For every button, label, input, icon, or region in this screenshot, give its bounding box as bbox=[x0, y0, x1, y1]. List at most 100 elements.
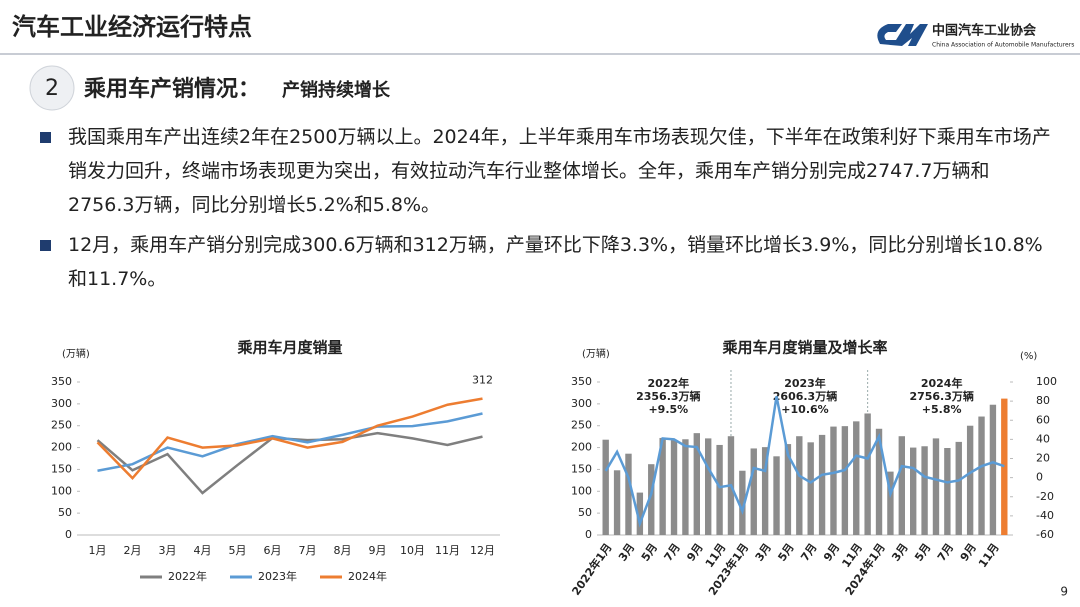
y2-unit: (%) bbox=[1020, 351, 1037, 362]
x-tick-label: 6月 bbox=[264, 544, 282, 557]
x-tick-label: 11月 bbox=[435, 544, 460, 557]
bar bbox=[818, 434, 826, 535]
bar bbox=[613, 470, 621, 535]
y-tick-label: 250 bbox=[571, 419, 592, 432]
x-tick-label: 11月 bbox=[976, 541, 1002, 570]
bar bbox=[796, 436, 803, 535]
bar bbox=[841, 426, 849, 535]
bar bbox=[875, 428, 883, 535]
legend-label: 2022年 bbox=[168, 569, 207, 583]
y2-tick-label: -60 bbox=[1036, 528, 1054, 541]
bar bbox=[887, 471, 894, 535]
y-unit: (万辆) bbox=[62, 347, 90, 360]
bar bbox=[761, 447, 769, 535]
bar bbox=[966, 425, 974, 535]
page-number: 9 bbox=[1060, 585, 1068, 599]
y-tick-label: 150 bbox=[51, 462, 72, 475]
bar bbox=[705, 438, 712, 535]
bar bbox=[830, 426, 837, 535]
y2-tick-label: -40 bbox=[1036, 509, 1054, 522]
x-tick-label: 2022年1月 bbox=[569, 540, 615, 597]
y2-tick-label: 0 bbox=[1036, 471, 1043, 484]
logo-mark bbox=[877, 24, 928, 46]
x-tick-label: 9月 bbox=[821, 541, 842, 564]
y-tick-label: 250 bbox=[51, 419, 72, 432]
series-line bbox=[96, 397, 483, 481]
chart-title: 乘用车月度销量 bbox=[236, 339, 342, 357]
bullet-text: 12月，乘用车产销分别完成300.6万辆和312万辆，产量环比下降3.3%，销量… bbox=[40, 228, 1053, 296]
y2-tick-label: 100 bbox=[1036, 375, 1057, 388]
x-tick-label: 4月 bbox=[194, 544, 212, 557]
page-title: 汽车工业经济运行特点 bbox=[12, 13, 252, 41]
y-tick-label: 300 bbox=[51, 397, 72, 410]
bullet-text: 我国乘用车产出连续2年在2500万辆以上。2024年，上半年乘用车市场表现欠佳，… bbox=[40, 120, 1053, 222]
annotation: 2024年 bbox=[921, 376, 963, 390]
y2-tick-label: 40 bbox=[1036, 432, 1050, 445]
x-tick-label: 7月 bbox=[299, 544, 317, 557]
y-tick-label: 150 bbox=[571, 462, 592, 475]
x-tick-label: 12月 bbox=[470, 544, 495, 557]
bar bbox=[693, 433, 700, 535]
x-tick-label: 7月 bbox=[798, 541, 819, 564]
bar bbox=[910, 447, 917, 535]
bar bbox=[944, 448, 951, 535]
x-tick-label: 7月 bbox=[662, 541, 683, 564]
y2-tick-label: 60 bbox=[1036, 413, 1050, 426]
bar bbox=[670, 440, 678, 535]
bar bbox=[932, 438, 940, 535]
x-tick-label: 7月 bbox=[935, 541, 956, 564]
y-tick-label: 50 bbox=[578, 506, 592, 519]
annotation: 2756.3万辆 bbox=[909, 389, 973, 403]
y-tick-label: 100 bbox=[51, 484, 72, 497]
bar bbox=[682, 439, 689, 535]
x-tick-label: 10月 bbox=[400, 544, 425, 557]
annotation: +10.6% bbox=[781, 403, 828, 416]
chart-title: 乘用车月度销量及增长率 bbox=[721, 339, 887, 357]
bar bbox=[1001, 398, 1008, 535]
bar bbox=[921, 446, 928, 535]
x-tick-label: 2月 bbox=[124, 544, 142, 557]
section-number: 2 bbox=[45, 76, 59, 101]
growth-line bbox=[604, 396, 1005, 528]
x-tick-label: 3月 bbox=[159, 544, 177, 557]
x-tick-label: 3月 bbox=[616, 541, 637, 564]
x-tick-label: 9月 bbox=[369, 544, 387, 557]
bar bbox=[898, 436, 905, 535]
bar bbox=[773, 456, 780, 535]
x-tick-label: 5月 bbox=[912, 541, 933, 564]
bar bbox=[784, 444, 792, 535]
annotation: 2356.3万辆 bbox=[636, 389, 700, 403]
annotation: 2022年 bbox=[648, 376, 690, 390]
annotation: 2023年 bbox=[784, 376, 826, 390]
x-tick-label: 3月 bbox=[889, 541, 910, 564]
bar bbox=[978, 416, 985, 535]
section-badge bbox=[29, 65, 75, 111]
bar bbox=[659, 437, 666, 535]
x-tick-label: 9月 bbox=[684, 541, 705, 564]
y-tick-label: 350 bbox=[51, 375, 72, 388]
logo-en: China Association of Automobile Manufact… bbox=[932, 42, 1074, 49]
bar bbox=[636, 492, 644, 535]
y-tick-label: 200 bbox=[51, 441, 72, 454]
x-tick-label: 1月 bbox=[89, 544, 107, 557]
annotation: +9.5% bbox=[648, 403, 688, 416]
bar bbox=[955, 441, 962, 535]
bar bbox=[602, 439, 609, 535]
y-tick-label: 0 bbox=[65, 528, 72, 541]
bar bbox=[739, 470, 746, 535]
x-tick-label: 5月 bbox=[229, 544, 247, 557]
y-tick-label: 100 bbox=[571, 484, 592, 497]
x-tick-label: 5月 bbox=[775, 541, 796, 564]
section-subtitle: 产销持续增长 bbox=[282, 79, 391, 101]
y-tick-label: 50 bbox=[58, 506, 72, 519]
bar bbox=[864, 413, 871, 535]
data-label: 312 bbox=[472, 374, 493, 387]
y2-tick-label: -20 bbox=[1036, 490, 1054, 503]
y-tick-label: 350 bbox=[571, 375, 592, 388]
section-title: 乘用车产销情况： bbox=[83, 76, 260, 102]
y-tick-label: 0 bbox=[585, 528, 592, 541]
bar bbox=[625, 453, 632, 535]
y2-tick-label: 80 bbox=[1036, 394, 1050, 407]
